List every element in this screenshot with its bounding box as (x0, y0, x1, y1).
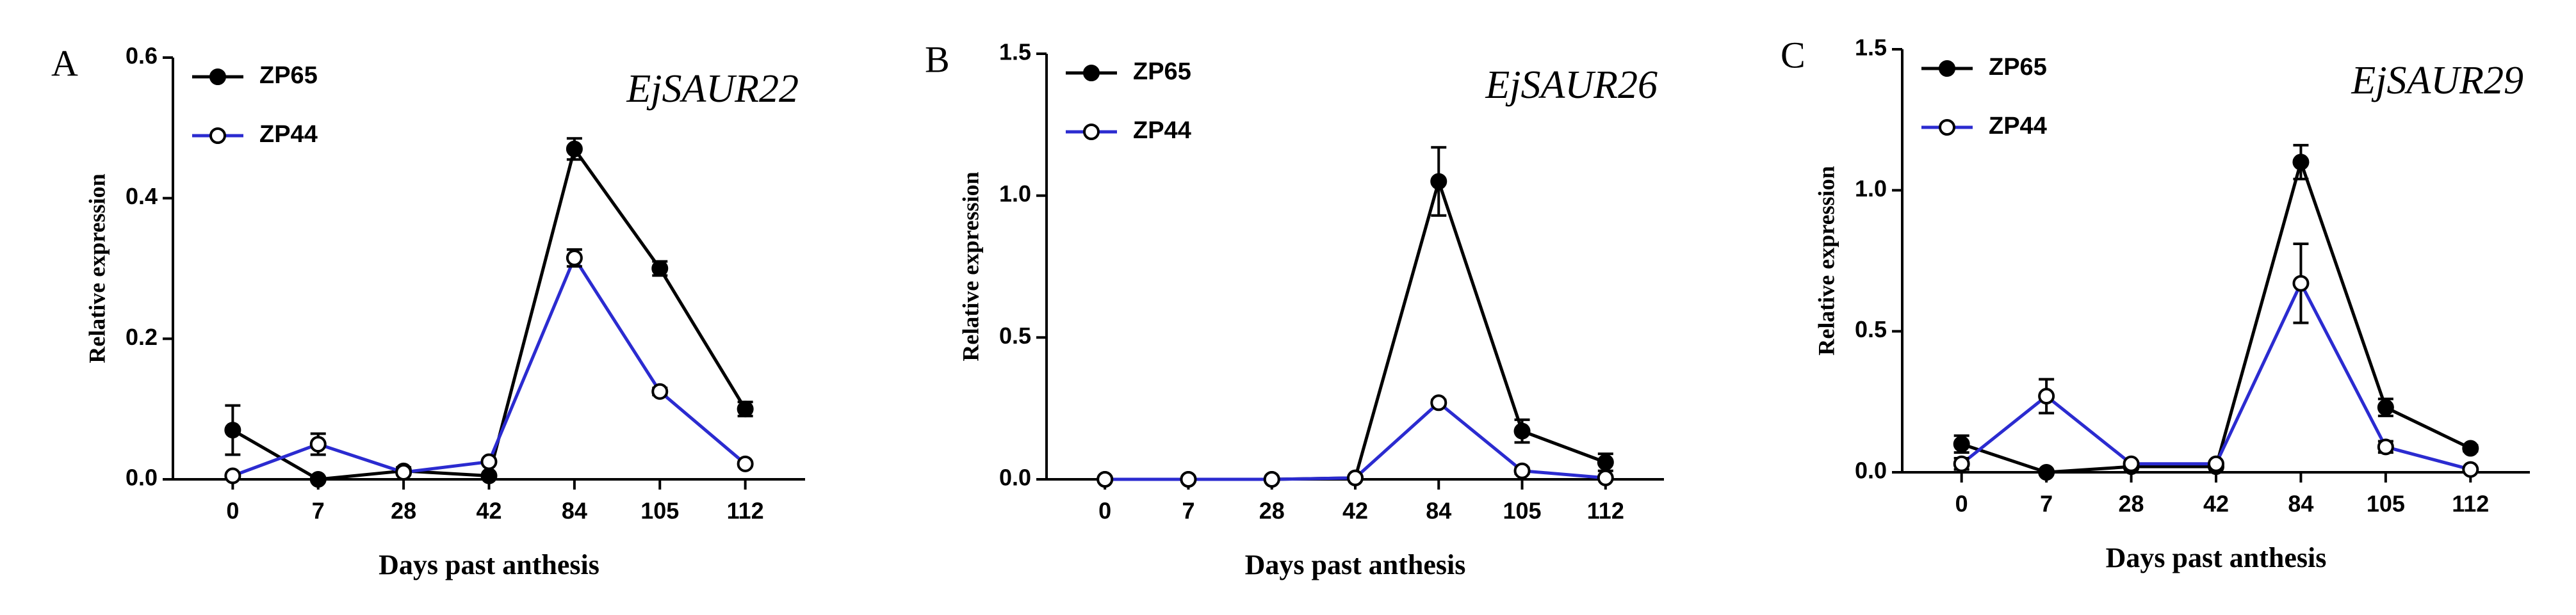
series-line (232, 254, 747, 477)
x-tick-label: 112 (2452, 491, 2489, 517)
y-tick-label: 0.5 (1855, 316, 1887, 342)
y-tick-label: 1.5 (1855, 35, 1887, 61)
data-point (2123, 455, 2140, 472)
x-tick-label: 28 (2119, 491, 2144, 517)
series-line (1961, 156, 2472, 474)
data-point (224, 467, 241, 484)
panel-label: B (925, 38, 950, 80)
legend-label: ZP44 (259, 121, 318, 148)
data-point (1513, 422, 1531, 440)
data-point (1180, 471, 1197, 488)
legend-label: ZP65 (259, 62, 318, 89)
legend-marker (1939, 60, 1955, 77)
chart-title: EjSAUR29 (2351, 59, 2523, 102)
legend-marker (1939, 119, 1955, 136)
x-tick-label: 84 (2288, 491, 2313, 517)
x-tick-label: 42 (476, 498, 501, 524)
x-tick-label: 105 (2367, 491, 2405, 517)
y-tick-label: 1.0 (999, 180, 1031, 207)
y-tick-label: 0.0 (999, 465, 1031, 491)
y-axis-label: Relative expression (84, 173, 110, 363)
x-tick-label: 0 (1955, 491, 1968, 517)
data-point (1430, 173, 1447, 190)
x-tick-label: 112 (727, 498, 764, 524)
data-point (1597, 454, 1614, 471)
x-tick-label: 0 (1098, 498, 1111, 524)
x-tick-label: 112 (1587, 498, 1624, 524)
data-point (2462, 440, 2479, 457)
x-axis-label: Days past anthesis (379, 549, 599, 580)
x-tick-label: 7 (1182, 498, 1194, 524)
data-point (1347, 469, 1364, 486)
x-tick-label: 42 (2203, 491, 2229, 517)
y-axis-label: Relative expression (958, 172, 983, 361)
data-point (1597, 469, 1614, 486)
data-point (2038, 388, 2055, 405)
y-tick-label: 1.0 (1855, 175, 1887, 202)
legend-label: ZP44 (1133, 117, 1191, 144)
x-tick-label: 42 (1342, 498, 1368, 524)
data-point (224, 422, 241, 439)
data-point (566, 140, 583, 157)
y-tick-label: 0.6 (126, 43, 158, 69)
series-line (1961, 280, 2471, 472)
y-tick-label: 1.5 (999, 39, 1031, 65)
x-tick-label: 84 (562, 498, 587, 524)
data-point (309, 471, 327, 488)
x-tick-label: 7 (312, 498, 325, 524)
y-axis-label: Relative expression (1813, 166, 1839, 355)
data-point (480, 453, 498, 470)
x-tick-label: 28 (1259, 498, 1285, 524)
data-point (2292, 154, 2310, 171)
data-point (2292, 275, 2310, 292)
series-line (232, 145, 747, 481)
x-axis-label: Days past anthesis (2106, 542, 2327, 573)
data-point (2208, 455, 2224, 472)
legend-label: ZP65 (1133, 58, 1191, 85)
data-point (566, 250, 583, 267)
data-point (651, 260, 669, 277)
series-line (1105, 175, 1606, 481)
data-point (1953, 435, 1970, 452)
x-tick-label: 0 (226, 498, 239, 524)
panel-label: A (51, 42, 78, 84)
y-tick-label: 0.4 (126, 183, 158, 209)
y-tick-label: 0.5 (999, 323, 1031, 349)
data-point (395, 464, 412, 481)
data-point (480, 467, 498, 484)
y-tick-label: 0.0 (126, 465, 158, 491)
data-point (1953, 455, 1970, 472)
y-tick-label: 0.2 (126, 324, 158, 350)
x-tick-label: 7 (2040, 491, 2053, 517)
x-axis-label: Days past anthesis (1245, 549, 1466, 580)
legend-marker (209, 68, 226, 85)
series-line (1105, 401, 1606, 481)
legend-marker (209, 127, 226, 144)
x-tick-label: 105 (640, 498, 679, 524)
x-tick-label: 84 (1426, 498, 1451, 524)
legend-label: ZP44 (1989, 113, 2047, 140)
legend-marker (1083, 124, 1100, 140)
data-point (1263, 471, 1280, 488)
data-point (1513, 462, 1531, 479)
data-point (2377, 438, 2394, 456)
x-tick-label: 28 (391, 498, 416, 524)
data-point (2377, 399, 2394, 416)
data-point (1430, 394, 1447, 411)
data-point (309, 436, 327, 453)
data-point (651, 383, 669, 400)
legend-marker (1083, 65, 1100, 81)
x-tick-label: 105 (1503, 498, 1542, 524)
y-tick-label: 0.0 (1855, 458, 1887, 484)
data-point (737, 455, 754, 472)
data-point (737, 401, 754, 418)
data-point (1096, 471, 1114, 488)
chart-title: EjSAUR22 (626, 67, 799, 111)
data-point (2038, 464, 2055, 481)
data-point (2462, 461, 2479, 478)
panel-label: C (1781, 34, 1806, 76)
chart-title: EjSAUR26 (1485, 63, 1658, 107)
legend-label: ZP65 (1989, 54, 2047, 81)
